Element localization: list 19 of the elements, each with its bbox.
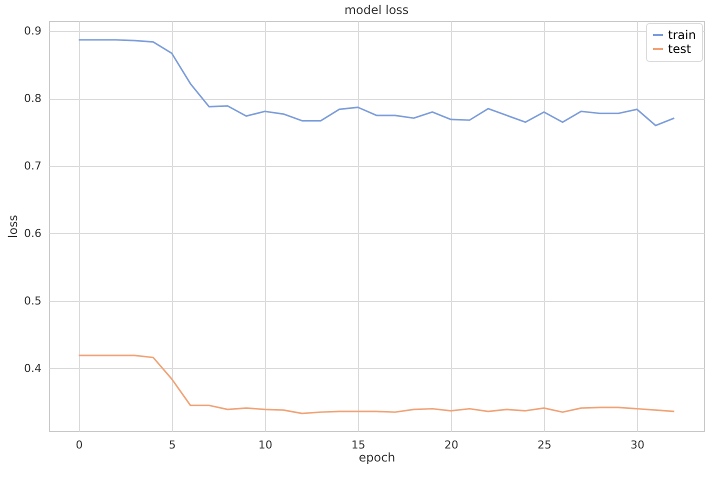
y-axis-title: loss bbox=[6, 214, 20, 238]
x-tick-label: 10 bbox=[258, 438, 272, 452]
y-tick-label: 0.8 bbox=[24, 92, 42, 106]
y-tick-label: 0.7 bbox=[24, 159, 42, 172]
x-tick-label: 20 bbox=[444, 438, 458, 452]
y-tick-label: 0.4 bbox=[24, 362, 42, 375]
x-tick-label: 15 bbox=[351, 438, 366, 452]
y-tick-label: 0.5 bbox=[24, 294, 42, 308]
y-tick-label: 0.9 bbox=[24, 24, 42, 38]
y-tick-label: 0.6 bbox=[24, 226, 42, 240]
legend-label: test bbox=[668, 42, 692, 56]
chart-title: model loss bbox=[344, 3, 409, 17]
x-tick-label: 0 bbox=[76, 438, 83, 452]
legend-label: train bbox=[668, 28, 696, 42]
x-tick-label: 25 bbox=[537, 438, 552, 452]
x-tick-label: 30 bbox=[630, 438, 645, 452]
x-tick-label: 5 bbox=[168, 438, 176, 452]
line-series bbox=[78, 354, 676, 414]
x-axis-title: epoch bbox=[358, 450, 396, 464]
